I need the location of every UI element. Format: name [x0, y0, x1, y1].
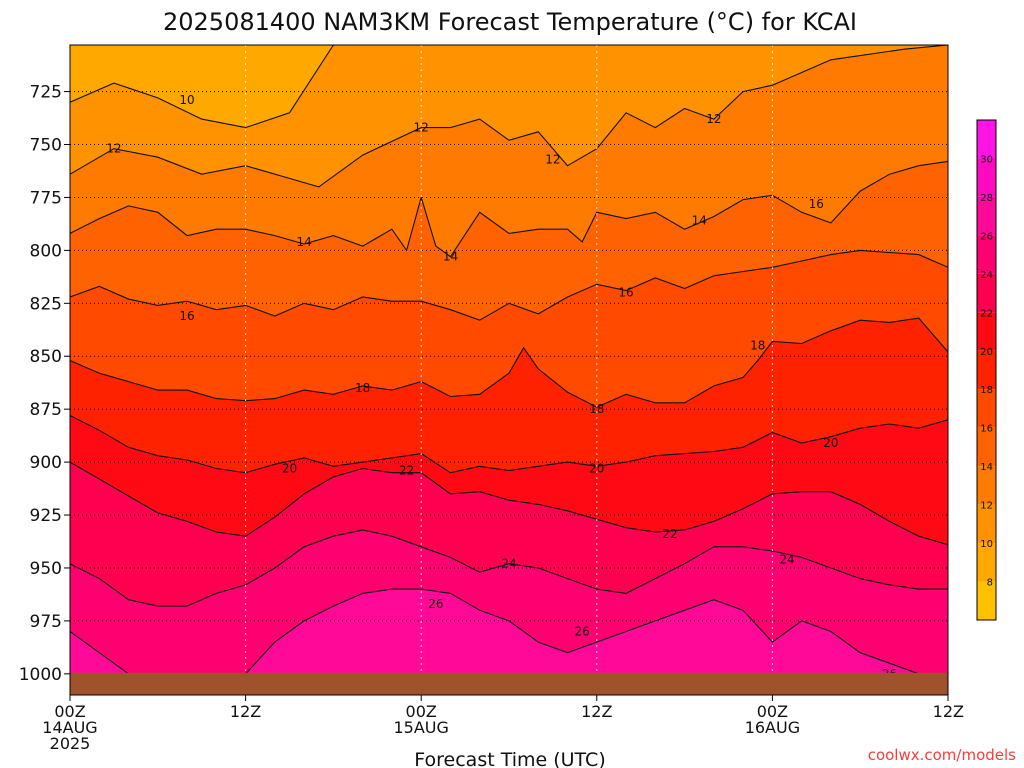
- grid-lines: [70, 45, 948, 695]
- contour-label-0: 10: [179, 93, 194, 107]
- contour-label-10: 16: [618, 286, 633, 300]
- x-tick-label-48-0: 00Z: [757, 702, 788, 721]
- contour-label-22: 26: [575, 624, 590, 638]
- contour-line-18: [70, 317, 948, 408]
- contour-label-6: 14: [443, 250, 458, 264]
- contour-label-21: 26: [428, 597, 443, 611]
- colorbar-label-8: 8: [987, 578, 993, 589]
- colorbar: 8 10 12 14 16 18 20 22 24 26 28 30: [976, 119, 997, 621]
- y-tick-label-800: 800: [30, 241, 62, 261]
- colorbar-label-28: 28: [980, 193, 993, 204]
- contour-line-12: [70, 45, 948, 188]
- colorbar-swatch-0: [977, 581, 996, 620]
- x-axis-title: Forecast Time (UTC): [414, 749, 605, 768]
- contour-line-24: [70, 529, 948, 607]
- colorbar-swatch-9: [977, 235, 996, 274]
- colorbar-swatch-2: [977, 504, 996, 544]
- contour-label-2: 12: [414, 121, 429, 135]
- contour-label-15: 20: [589, 461, 604, 475]
- y-axis: 725 750 775 800 825 850 875 900 925 950 975 1000: [19, 83, 70, 685]
- y-tick-label-875: 875: [30, 400, 62, 420]
- x-tick-label-0-2: 2025: [50, 734, 91, 753]
- x-tick-label-48-1: 16AUG: [745, 718, 800, 737]
- credit-link[interactable]: coolwx.com/models: [868, 746, 1016, 764]
- contour-line-20: [70, 415, 948, 474]
- x-tick-label-0-0: 00Z: [54, 702, 85, 721]
- x-tick-label-0-1: 14AUG: [42, 718, 97, 737]
- contour-line-10: [70, 45, 334, 129]
- contour-label-11: 18: [355, 381, 370, 395]
- chart-title: 2025081400 NAM3KM Forecast Temperature (…: [163, 8, 857, 36]
- contour-line-22: [70, 461, 948, 546]
- contour-label-1: 12: [106, 142, 121, 156]
- colorbar-label-16: 16: [980, 424, 993, 435]
- colorbar-swatch-5: [977, 389, 996, 428]
- contour-label-14: 20: [282, 461, 297, 475]
- colorbar-label-18: 18: [980, 385, 993, 396]
- x-tick-label-24-1: 15AUG: [393, 718, 448, 737]
- colorbar-frame: [976, 119, 997, 621]
- contour-label-8: 16: [809, 197, 824, 211]
- x-tick-label-60-0: 12Z: [933, 702, 964, 721]
- x-tick-label-36-0: 12Z: [581, 702, 612, 721]
- y-tick-label-925: 925: [30, 506, 62, 526]
- colorbar-swatch-10: [977, 196, 996, 236]
- plot-frame: [69, 44, 949, 696]
- contour-label-12: 18: [589, 402, 604, 416]
- y-tick-label-975: 975: [30, 612, 62, 632]
- y-tick-label-825: 825: [30, 294, 62, 314]
- colorbar-swatch-8: [977, 273, 996, 313]
- colorbar-swatch-7: [977, 312, 996, 351]
- y-tick-label-775: 775: [30, 188, 62, 208]
- y-tick-label-750: 750: [30, 136, 62, 156]
- colorbar-swatch-6: [977, 350, 996, 390]
- colorbar-label-30: 30: [980, 154, 993, 165]
- contour-line-16: [70, 249, 948, 321]
- colorbar-label-14: 14: [980, 462, 993, 473]
- contour-label-4: 12: [706, 112, 721, 126]
- colorbar-swatch-1: [977, 543, 996, 582]
- contour-label-5: 14: [296, 235, 311, 249]
- colorbar-label-24: 24: [980, 270, 993, 281]
- y-tick-label-850: 850: [30, 347, 62, 367]
- fill-band-26: [70, 589, 948, 695]
- contour-label-7: 14: [692, 214, 707, 228]
- contour-label-16: 20: [823, 436, 838, 450]
- y-tick-label-900: 900: [30, 453, 62, 473]
- contour-label-17: 22: [399, 464, 414, 478]
- colorbar-label-12: 12: [980, 501, 993, 512]
- y-tick-label-725: 725: [30, 83, 62, 103]
- colorbar-swatch-3: [977, 466, 996, 505]
- contour-label-19: 24: [501, 557, 516, 571]
- colorbar-swatch-11: [977, 158, 996, 197]
- contour-line-14: [70, 160, 948, 258]
- contour-label-13: 18: [750, 339, 765, 353]
- x-tick-label-12-0: 12Z: [230, 702, 261, 721]
- ground-surface-band: [70, 672, 948, 695]
- contour-label-3: 12: [545, 152, 560, 166]
- contour-label-9: 16: [179, 309, 194, 323]
- temperature-fill-layer: [70, 45, 948, 695]
- colorbar-label-26: 26: [980, 231, 993, 242]
- colorbar-label-22: 22: [980, 308, 993, 319]
- contour-label-18: 22: [662, 527, 677, 541]
- y-tick-label-950: 950: [30, 559, 62, 579]
- colorbar-swatch-12: [977, 120, 996, 159]
- contour-label-20: 24: [779, 552, 794, 566]
- x-tick-label-24-0: 00Z: [406, 702, 437, 721]
- contour-lines: [70, 45, 948, 679]
- colorbar-label-20: 20: [980, 347, 993, 358]
- colorbar-swatch-4: [977, 427, 996, 467]
- y-tick-label-1000: 1000: [19, 665, 62, 685]
- colorbar-label-10: 10: [980, 539, 993, 550]
